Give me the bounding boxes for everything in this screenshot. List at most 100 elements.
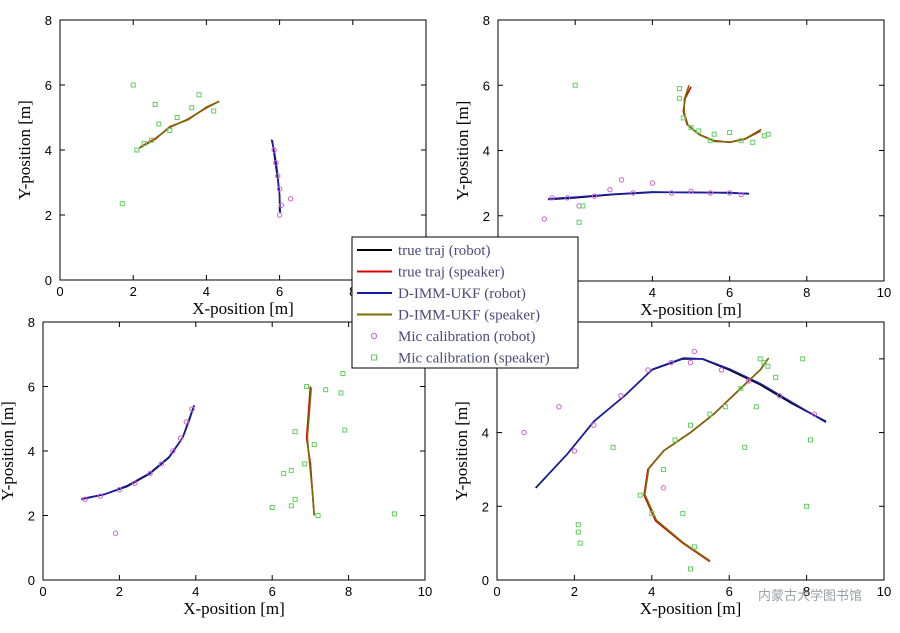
point-mic-calibration-speaker xyxy=(304,384,310,389)
point-mic-calibration-speaker xyxy=(311,442,317,448)
point-mic-calibration-speaker xyxy=(680,511,686,517)
x-tick-label: 2 xyxy=(116,584,123,599)
point-mic-calibration-speaker xyxy=(156,121,162,127)
point-mic-calibration-speaker xyxy=(141,141,147,146)
y-tick-label: 2 xyxy=(45,208,52,223)
y-tick-label: 0 xyxy=(482,573,489,588)
point-mic-calibration-robot xyxy=(97,493,104,499)
y-tick-label: 6 xyxy=(28,380,35,395)
x-axis-label: X-position [m] xyxy=(640,599,742,618)
x-tick-label: 8 xyxy=(345,584,352,599)
x-tick-label: 6 xyxy=(276,284,283,299)
legend-label-d-imm-ukf-robot: D-IMM-UKF (robot) xyxy=(398,286,526,302)
point-mic-calibration-speaker xyxy=(342,427,348,433)
point-mic-calibration-robot xyxy=(564,195,571,201)
point-mic-calibration-robot xyxy=(147,470,153,477)
series-true-traj-robot xyxy=(81,405,195,501)
series-d-imm-ukf-speaker xyxy=(306,388,315,516)
point-mic-calibration-robot xyxy=(687,359,694,366)
point-mic-calibration-speaker xyxy=(680,115,686,121)
series-true-traj-speaker xyxy=(643,358,769,563)
x-tick-label: 0 xyxy=(493,584,500,599)
y-tick-label: 8 xyxy=(28,315,35,330)
y-tick-label: 2 xyxy=(482,499,489,514)
series-d-imm-ukf-robot xyxy=(81,404,196,500)
point-mic-calibration-speaker xyxy=(688,566,693,572)
y-axis-label: Y-position [m] xyxy=(0,401,17,501)
point-mic-calibration-robot xyxy=(607,186,613,193)
x-tick-label: 2 xyxy=(130,284,137,299)
point-mic-calibration-robot xyxy=(116,487,123,493)
point-mic-calibration-robot xyxy=(630,190,636,196)
point-mic-calibration-speaker xyxy=(765,131,771,137)
y-axis-label: Y-position [m] xyxy=(15,100,34,200)
point-mic-calibration-speaker xyxy=(196,92,202,98)
point-mic-calibration-speaker xyxy=(288,503,294,509)
legend-swatch-mic-calibration-robot xyxy=(370,332,378,340)
point-mic-calibration-speaker xyxy=(804,503,810,509)
point-mic-calibration-robot xyxy=(189,406,195,412)
point-mic-calibration-speaker xyxy=(269,504,275,510)
point-mic-calibration-speaker xyxy=(672,437,678,443)
point-mic-calibration-robot xyxy=(618,393,624,399)
x-tick-label: 10 xyxy=(418,584,432,599)
point-mic-calibration-robot xyxy=(521,429,527,436)
x-tick-label: 4 xyxy=(192,584,199,599)
point-mic-calibration-speaker xyxy=(189,105,195,111)
point-mic-calibration-robot xyxy=(275,173,281,179)
point-mic-calibration-robot xyxy=(170,448,176,454)
point-mic-calibration-speaker xyxy=(577,540,583,546)
y-axis-label: Y-position [m] xyxy=(453,101,472,201)
point-mic-calibration-robot xyxy=(669,190,675,196)
point-mic-calibration-speaker xyxy=(152,102,158,107)
point-mic-calibration-robot xyxy=(668,359,674,366)
point-mic-calibration-speaker xyxy=(750,139,756,145)
point-mic-calibration-speaker xyxy=(572,82,578,88)
series-d-imm-ukf-robot xyxy=(535,357,827,488)
point-mic-calibration-speaker xyxy=(691,544,697,550)
point-mic-calibration-speaker xyxy=(130,82,136,88)
x-tick-label: 4 xyxy=(203,284,210,299)
point-mic-calibration-speaker xyxy=(807,437,813,443)
point-mic-calibration-robot xyxy=(691,348,698,355)
point-mic-calibration-robot xyxy=(278,202,285,208)
legend-label-true-traj-speaker: true traj (speaker) xyxy=(398,265,505,281)
y-tick-label: 8 xyxy=(483,13,490,28)
point-mic-calibration-speaker xyxy=(315,513,321,518)
legend-label-d-imm-ukf-speaker: D-IMM-UKF (speaker) xyxy=(398,308,540,324)
legend-label-mic-calibration-robot: Mic calibration (robot) xyxy=(398,329,535,345)
point-mic-calibration-robot xyxy=(660,485,667,491)
point-mic-calibration-speaker xyxy=(167,128,173,133)
point-mic-calibration-speaker xyxy=(722,404,728,410)
point-mic-calibration-robot xyxy=(707,190,713,196)
x-tick-label: 6 xyxy=(269,584,276,599)
point-mic-calibration-speaker xyxy=(302,461,308,467)
point-mic-calibration-robot xyxy=(688,188,694,194)
point-mic-calibration-speaker xyxy=(676,86,682,92)
point-mic-calibration-robot xyxy=(571,448,578,454)
y-tick-label: 8 xyxy=(45,13,52,28)
point-mic-calibration-robot xyxy=(183,419,189,425)
point-mic-calibration-speaker xyxy=(119,201,125,207)
point-mic-calibration-speaker xyxy=(580,203,586,209)
y-tick-label: 6 xyxy=(45,78,52,93)
point-mic-calibration-speaker xyxy=(800,356,806,362)
legend-label-true-traj-robot: true traj (robot) xyxy=(398,243,490,259)
x-tick-label: 4 xyxy=(648,584,655,599)
point-mic-calibration-robot xyxy=(177,435,184,441)
series-true-traj-robot xyxy=(535,358,827,489)
y-tick-label: 4 xyxy=(482,426,489,441)
point-mic-calibration-speaker xyxy=(292,496,298,502)
point-mic-calibration-speaker xyxy=(575,522,581,528)
x-axis-label: X-position [m] xyxy=(183,599,285,618)
point-mic-calibration-robot xyxy=(541,216,548,222)
point-mic-calibration-robot xyxy=(276,186,283,192)
x-tick-label: 0 xyxy=(39,584,46,599)
point-mic-calibration-robot xyxy=(745,378,752,384)
y-tick-label: 2 xyxy=(28,509,35,524)
y-tick-label: 4 xyxy=(483,144,490,159)
point-mic-calibration-speaker xyxy=(727,130,733,136)
point-mic-calibration-speaker xyxy=(688,125,694,131)
